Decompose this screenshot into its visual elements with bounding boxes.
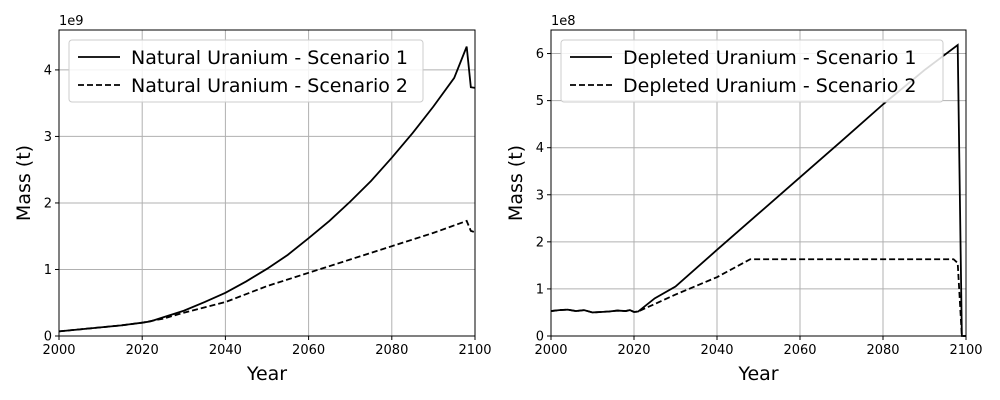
legend-box [68,39,424,103]
series-line-2 [58,219,476,333]
y-axis-label: Mass (t) [13,145,35,221]
y-tick-label: 1 [536,282,544,297]
x-tick-label: 2040 [209,343,242,358]
x-tick-label: 2100 [949,343,982,358]
y-tick-label: 0 [44,330,52,345]
right-chart-panel: 2000 2020 2040 2060 2080 2100 0 1 2 3 4 5 6 1e8 Year Ma… [505,14,983,385]
series-line-1 [58,46,476,333]
legend: Natural Uranium - Scenario 1 Natural Uran… [68,39,424,103]
y-tick-label: 2 [44,196,52,211]
y-tick-label: 6 [536,47,544,62]
y-tick-label: 3 [44,130,52,145]
x-tick-label: 2000 [42,343,75,358]
legend-label-2: Depleted Uranium - Scenario 2 [623,75,916,97]
plot-frame [550,29,967,337]
x-tick-label: 2060 [783,343,816,358]
y-axis-offset-label: 1e8 [551,14,576,29]
x-tick-label: 2080 [375,343,408,358]
x-tick-label: 2080 [866,343,899,358]
x-tick-label: 2100 [458,343,491,358]
series-line-2 [550,258,966,337]
x-tick-label: 2040 [700,343,733,358]
y-tick-label: 3 [536,188,544,203]
legend-label-1: Depleted Uranium - Scenario 1 [623,47,916,69]
y-axis-label: Mass (t) [505,145,527,221]
legend: Depleted Uranium - Scenario 1 Depleted Ur… [560,39,944,103]
plot-frame [58,29,476,337]
legend-box [560,39,944,103]
legend-label-1: Natural Uranium - Scenario 1 [131,47,408,69]
x-tick-label: 2020 [617,343,650,358]
x-tick-label: 2000 [534,343,567,358]
y-tick-label: 4 [536,141,544,156]
y-tick-label: 1 [44,263,52,278]
y-tick-label: 4 [44,63,52,78]
y-tick-label: 0 [536,330,544,345]
left-chart-panel: 2000 2020 2040 2060 2080 2100 0 1 2 3 4 1e9 Year Mass… [13,14,492,385]
y-axis-offset-label: 1e9 [59,14,84,29]
x-tick-label: 2020 [126,343,159,358]
y-tick-label: 2 [536,235,544,250]
y-tick-label: 5 [536,94,544,109]
x-axis-label: Year [737,363,778,385]
legend-label-2: Natural Uranium - Scenario 2 [131,75,408,97]
x-tick-label: 2060 [292,343,325,358]
x-axis-label: Year [246,363,287,385]
